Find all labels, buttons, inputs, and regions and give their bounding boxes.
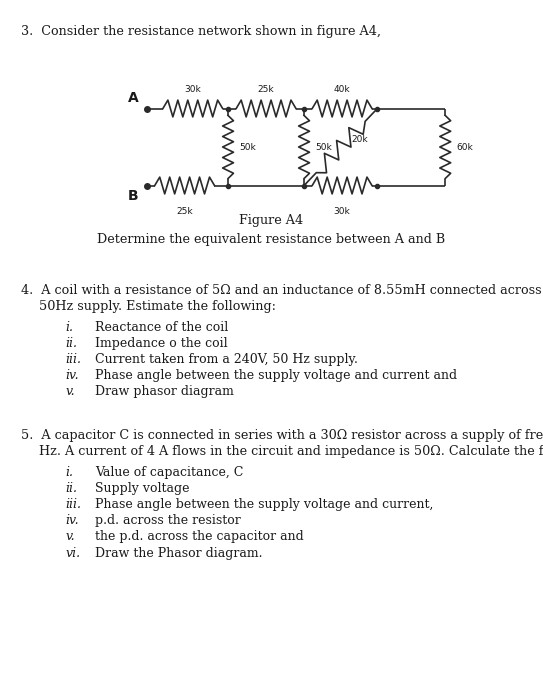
Text: 30k: 30k bbox=[185, 85, 201, 94]
Text: 50Hz supply. Estimate the following:: 50Hz supply. Estimate the following: bbox=[39, 300, 276, 313]
Text: Draw phasor diagram: Draw phasor diagram bbox=[95, 385, 234, 398]
Text: 25k: 25k bbox=[258, 85, 274, 94]
Text: ii.: ii. bbox=[65, 337, 77, 349]
Text: i.: i. bbox=[65, 321, 73, 333]
Text: B: B bbox=[128, 189, 138, 203]
Text: Draw the Phasor diagram.: Draw the Phasor diagram. bbox=[95, 547, 262, 559]
Text: iii.: iii. bbox=[65, 353, 81, 365]
Text: 25k: 25k bbox=[176, 206, 193, 216]
Text: i.: i. bbox=[65, 466, 73, 479]
Text: 4.  A coil with a resistance of 5Ω and an inductance of 8.55mH connected across : 4. A coil with a resistance of 5Ω and an… bbox=[21, 284, 543, 297]
Text: Current taken from a 240V, 50 Hz supply.: Current taken from a 240V, 50 Hz supply. bbox=[95, 353, 358, 365]
Text: p.d. across the resistor: p.d. across the resistor bbox=[95, 514, 241, 527]
Text: 5.  A capacitor C is connected in series with a 30Ω resistor across a supply of : 5. A capacitor C is connected in series … bbox=[21, 429, 543, 442]
Text: Figure A4: Figure A4 bbox=[239, 214, 304, 227]
Text: Supply voltage: Supply voltage bbox=[95, 482, 190, 495]
Text: A: A bbox=[128, 91, 138, 105]
Text: 50k: 50k bbox=[239, 143, 256, 151]
Text: iii.: iii. bbox=[65, 498, 81, 511]
Text: v.: v. bbox=[65, 385, 75, 398]
Text: ii.: ii. bbox=[65, 482, 77, 495]
Text: 30k: 30k bbox=[334, 206, 350, 216]
Text: Value of capacitance, C: Value of capacitance, C bbox=[95, 466, 243, 479]
Text: Hz. A current of 4 A flows in the circuit and impedance is 50Ω. Calculate the fo: Hz. A current of 4 A flows in the circui… bbox=[39, 445, 543, 458]
Text: Phase angle between the supply voltage and current,: Phase angle between the supply voltage a… bbox=[95, 498, 433, 511]
Text: 60k: 60k bbox=[456, 143, 473, 151]
Text: Determine the equivalent resistance between A and B: Determine the equivalent resistance betw… bbox=[97, 233, 446, 246]
Text: v.: v. bbox=[65, 531, 75, 543]
Text: iv.: iv. bbox=[65, 514, 79, 527]
Text: 40k: 40k bbox=[334, 85, 350, 94]
Text: vi.: vi. bbox=[65, 547, 80, 559]
Text: Reactance of the coil: Reactance of the coil bbox=[95, 321, 228, 333]
Text: the p.d. across the capacitor and: the p.d. across the capacitor and bbox=[95, 531, 304, 543]
Text: Impedance o the coil: Impedance o the coil bbox=[95, 337, 228, 349]
Text: 50k: 50k bbox=[315, 143, 332, 151]
Text: Phase angle between the supply voltage and current and: Phase angle between the supply voltage a… bbox=[95, 369, 457, 382]
Text: 20k: 20k bbox=[352, 136, 368, 144]
Text: 3.  Consider the resistance network shown in figure A4,: 3. Consider the resistance network shown… bbox=[21, 25, 381, 38]
Text: iv.: iv. bbox=[65, 369, 79, 382]
